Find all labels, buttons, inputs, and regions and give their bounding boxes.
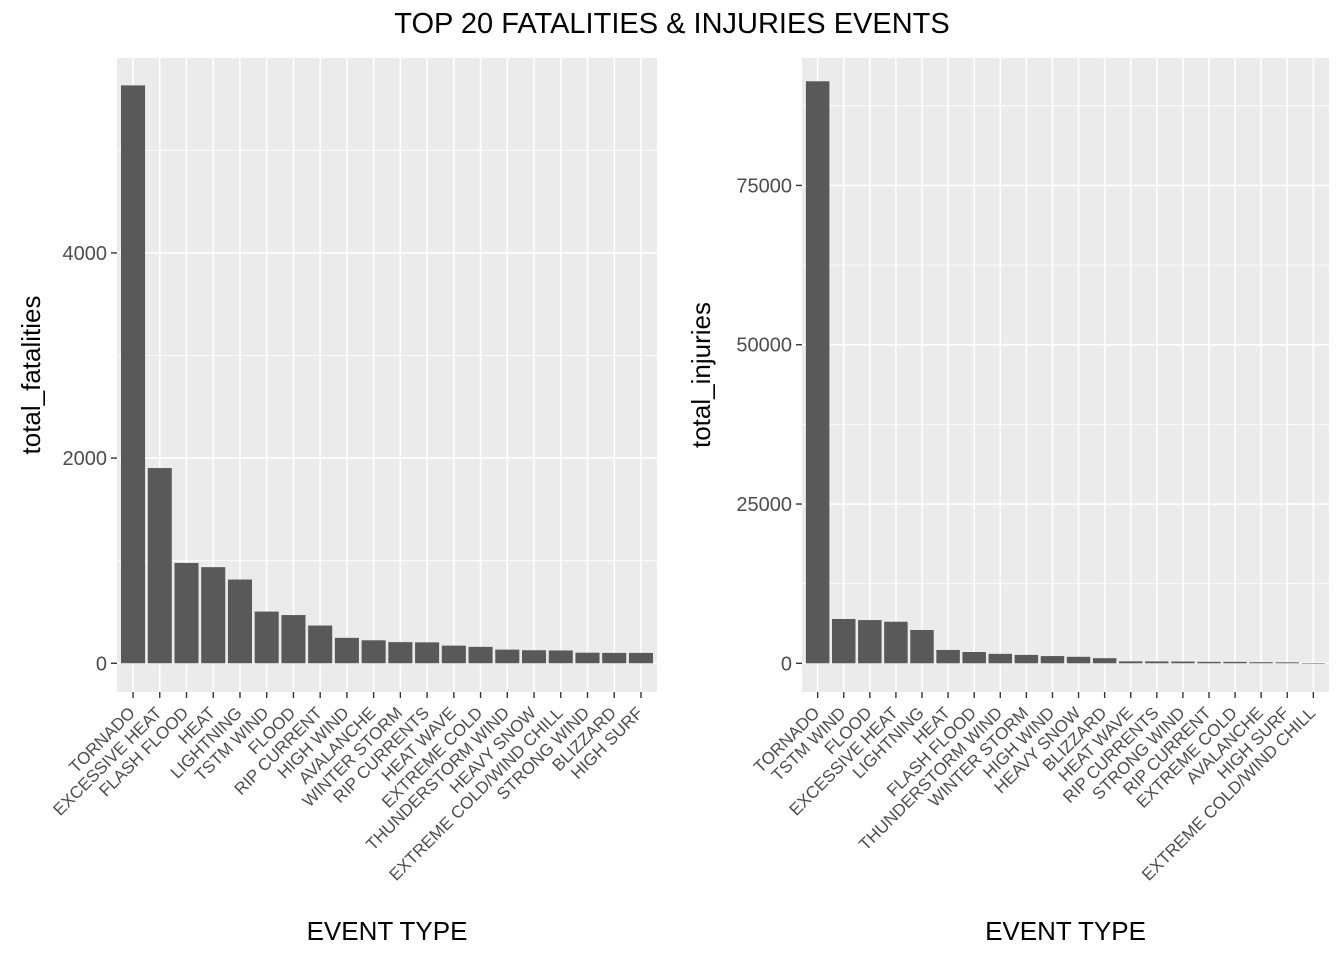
y-axis-title: total_fatalities [16,296,46,455]
bar-thunderstorm-wind [495,649,520,664]
bar-extreme-cold [468,646,493,664]
bar-extreme-cold [1223,661,1247,664]
bar-rip-current [308,625,333,664]
x-axis-title: EVENT TYPE [985,916,1146,946]
bar-extreme-cold-wind-chill [1301,663,1326,664]
y-tick-label: 0 [781,653,792,675]
bar-flood [858,620,882,664]
y-tick-label: 75000 [736,175,792,197]
bar-extreme-cold-wind-chill [548,650,573,664]
chart-title: TOP 20 FATALITIES & INJURIES EVENTS [394,8,949,40]
x-axis-title: EVENT TYPE [307,916,468,946]
bar-blizzard [602,652,627,664]
bar-high-wind [334,637,359,664]
bar-heavy-snow [1066,656,1091,664]
y-axis-title: total_injuries [686,302,716,448]
bar-high-surf [628,652,653,664]
bar-avalanche [361,640,386,664]
bar-thunderstorm-wind [988,653,1013,664]
bar-rip-currents [415,642,440,664]
bar-heat-wave [441,645,466,664]
bar-avalanche [1249,662,1273,664]
bar-excessive-heat [884,621,908,664]
bar-winter-storm [388,642,413,664]
bar-heat-wave [1118,661,1143,664]
bar-high-wind [1040,656,1065,664]
bar-blizzard [1092,658,1117,664]
plot-panel-background [802,58,1329,692]
y-tick-label: 4000 [63,243,108,265]
bar-lightning [227,579,252,664]
bar-tornado [121,85,146,664]
bar-winter-storm [1014,654,1039,664]
bar-strong-wind [575,652,600,664]
bar-rip-current [1197,661,1221,664]
bar-excessive-heat [147,468,172,664]
bar-strong-wind [1171,661,1195,664]
bar-heavy-snow [522,650,547,664]
bar-high-surf [1275,662,1299,664]
bar-tornado [805,81,830,664]
y-tick-label: 0 [96,653,107,675]
bar-heat [936,649,960,664]
bar-tstm-wind [254,611,279,664]
bar-tstm-wind [832,618,856,664]
bar-lightning [910,630,934,664]
bar-rip-currents [1145,661,1169,664]
bar-flash-flood [174,562,199,664]
y-tick-label: 2000 [63,448,108,470]
bar-flood [281,615,306,664]
y-tick-label: 50000 [736,335,792,357]
bar-flash-flood [962,652,986,664]
bar-heat [201,567,226,664]
y-tick-label: 25000 [736,494,792,516]
